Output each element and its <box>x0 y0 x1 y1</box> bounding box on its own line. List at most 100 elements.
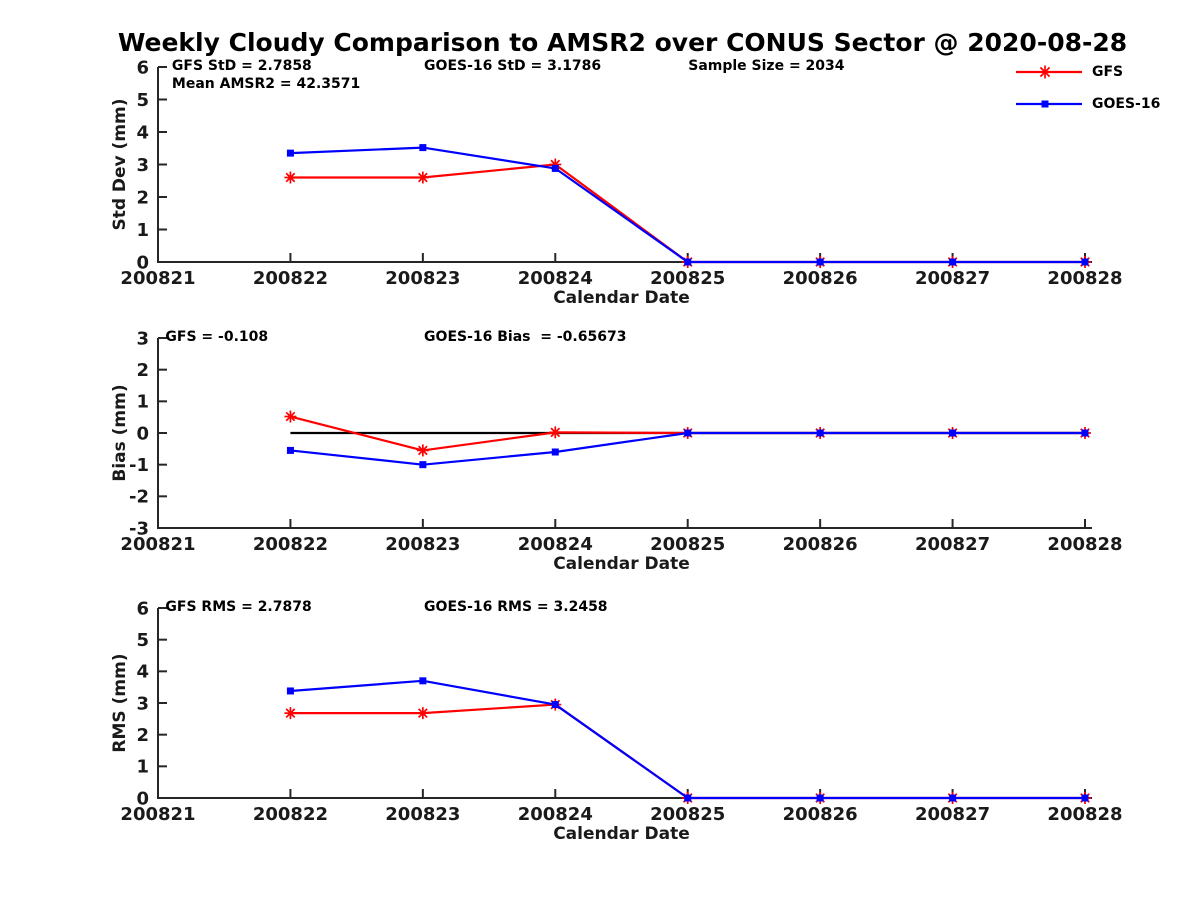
y-tick-label: -3 <box>129 518 149 539</box>
y-tick-label: 5 <box>136 630 149 651</box>
x-tick-label: 200824 <box>518 534 593 555</box>
x-tick-label: 200824 <box>518 804 593 825</box>
x-tick-label: 200821 <box>120 534 195 555</box>
square-marker <box>816 794 824 802</box>
square-marker <box>286 149 294 157</box>
y-tick-label: 0 <box>136 423 149 444</box>
square-marker <box>1041 100 1049 108</box>
series-line <box>290 146 1085 264</box>
x-tick-label: 200827 <box>915 804 990 825</box>
square-marker <box>551 164 559 172</box>
axis-spines <box>157 608 1092 799</box>
asterisk-marker <box>285 411 296 422</box>
square-marker <box>684 794 692 802</box>
y-axis-label: Std Dev (mm) <box>110 98 130 230</box>
series-gfs <box>284 698 1091 804</box>
square-marker <box>551 701 559 709</box>
square-marker <box>1081 429 1089 437</box>
rms-panel: 0 1 2 3 4 5 6 200821 200822 200823 200824 200825 200… <box>110 598 1123 844</box>
series-goes-16 <box>286 144 1089 266</box>
x-axis-label: Calendar Date <box>553 554 690 574</box>
y-tick-label: 0 <box>136 788 149 809</box>
x-tick-label: 200826 <box>783 268 858 289</box>
x-tick-label: 200826 <box>783 804 858 825</box>
series-line <box>290 703 1085 800</box>
square-marker <box>684 429 692 437</box>
series-goes-16 <box>286 677 1089 802</box>
annotation: Sample Size = 2034 <box>688 58 845 74</box>
y-tick-label: 1 <box>136 220 149 241</box>
square-marker <box>1081 794 1089 802</box>
square-marker <box>419 144 427 152</box>
square-marker <box>286 687 294 695</box>
x-tick-label: 200828 <box>1047 268 1122 289</box>
y-tick-label: 1 <box>136 392 149 413</box>
legend-item-goes-16: GOES-16 <box>1014 95 1160 113</box>
y-tick-label: 4 <box>136 122 149 143</box>
y-axis-label: Bias (mm) <box>110 384 130 481</box>
y-tick-label: 6 <box>136 598 149 619</box>
legend-swatch-goes-16 <box>1016 100 1082 108</box>
asterisk-marker <box>1039 66 1051 78</box>
y-tick-label: 2 <box>136 360 149 381</box>
y-tick-label: 2 <box>136 725 149 746</box>
y-tick-label: 1 <box>136 757 149 778</box>
series-line <box>290 679 1085 800</box>
x-tick-label: 200824 <box>518 268 593 289</box>
annotation: GFS RMS = 2.7878 <box>165 599 311 615</box>
x-tick-label: 200828 <box>1047 534 1122 555</box>
figure-title: Weekly Cloudy Comparison to AMSR2 over C… <box>117 28 1128 57</box>
stddev-panel: 0 1 2 3 4 5 6 200821 200822 200823 200824 200825 200… <box>110 57 1123 308</box>
series-goes-16 <box>286 429 1089 469</box>
annotation: GOES-16 RMS = 3.2458 <box>424 599 608 615</box>
x-tick-label: 200825 <box>650 268 725 289</box>
y-tick-label: 3 <box>136 328 149 349</box>
series-gfs <box>284 158 1091 268</box>
y-tick-label: 4 <box>136 662 149 683</box>
legend-swatch-gfs <box>1016 65 1082 79</box>
y-tick-label: 6 <box>136 57 149 78</box>
asterisk-marker <box>418 708 428 718</box>
x-tick-label: 200827 <box>915 534 990 555</box>
asterisk-marker <box>285 172 296 183</box>
x-tick-label: 200822 <box>253 268 328 289</box>
x-tick-label: 200822 <box>253 804 328 825</box>
y-tick-label: 3 <box>136 155 149 176</box>
square-marker <box>816 429 824 437</box>
y-tick-label: 0 <box>136 252 149 273</box>
square-marker <box>949 794 957 802</box>
x-tick-label: 200823 <box>385 804 460 825</box>
x-tick-label: 200821 <box>120 268 195 289</box>
asterisk-marker <box>418 172 428 183</box>
square-marker <box>286 446 294 454</box>
x-tick-label: 200825 <box>650 804 725 825</box>
x-tick-label: 200827 <box>915 268 990 289</box>
axis-spines <box>157 67 1092 263</box>
y-tick-label: -2 <box>129 487 149 508</box>
asterisk-marker <box>285 708 296 718</box>
square-marker <box>419 461 427 469</box>
x-tick-label: 200828 <box>1047 804 1122 825</box>
legend-label: GOES-16 <box>1092 96 1161 112</box>
series-line <box>290 163 1085 264</box>
bias-panel: -3 -2 -1 0 1 2 3 200821 200822 200823 200824 200825… <box>110 328 1123 574</box>
square-marker <box>684 258 692 266</box>
square-marker <box>419 677 427 685</box>
square-marker <box>816 258 824 266</box>
x-tick-label: 200822 <box>253 534 328 555</box>
annotation: GOES-16 Bias = -0.65673 <box>424 329 626 345</box>
x-axis-label: Calendar Date <box>553 288 690 308</box>
y-tick-label: 2 <box>136 187 149 208</box>
y-tick-label: 5 <box>136 90 149 111</box>
y-tick-label: 3 <box>136 693 149 714</box>
x-tick-label: 200823 <box>385 268 460 289</box>
y-axis-label: RMS (mm) <box>110 653 130 752</box>
x-axis-label: Calendar Date <box>553 824 690 844</box>
asterisk-marker <box>418 445 428 456</box>
y-tick-label: -1 <box>129 455 149 476</box>
annotation: GFS = -0.108 <box>165 329 268 345</box>
asterisk-marker <box>550 427 561 438</box>
square-marker <box>551 448 559 456</box>
